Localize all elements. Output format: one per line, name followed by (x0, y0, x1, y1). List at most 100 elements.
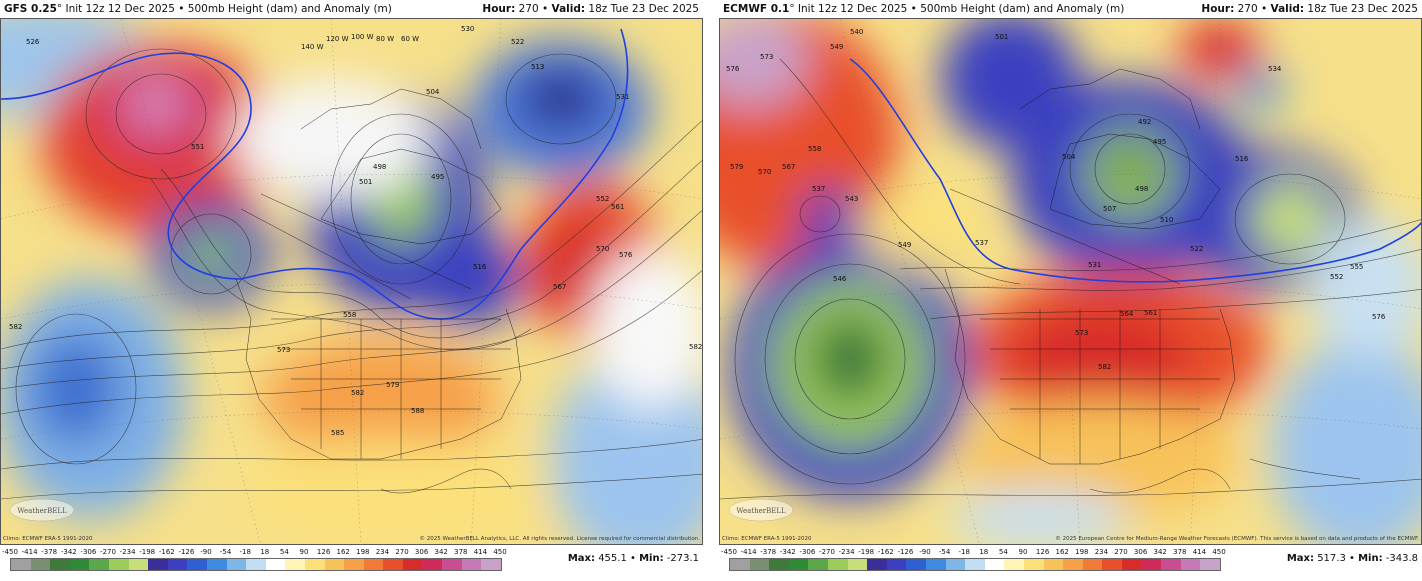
ecmwf-stats: Max: 517.3 • Min: -343.8 (1287, 553, 1418, 564)
colorbar-tick-label: -126 (178, 548, 195, 556)
colorbar-tick-label: 378 (454, 548, 468, 556)
colorbar-tick-label: 306 (1133, 548, 1148, 556)
ecmwf-contour-label: 552 (1330, 273, 1343, 281)
colorbar-swatch (422, 559, 443, 570)
gfs-min-value: -273.1 (663, 553, 699, 564)
ecmwf-valid-label: Valid: (1270, 3, 1305, 15)
ecmwf-contour-label: 540 (850, 28, 863, 36)
gfs-valid-time: Hour: 270 • Valid: 18z Tue 23 Dec 2025 (482, 0, 699, 18)
colorbar-tick-label: 414 (1192, 548, 1207, 556)
colorbar-tick-label: 378 (1173, 548, 1187, 556)
gfs-lon-label: 60 W (401, 35, 419, 43)
gfs-lon-label: 120 W (326, 35, 349, 43)
gfs-contour-label: 567 (553, 283, 566, 291)
ecmwf-contour-label: 546 (833, 275, 847, 283)
colorbar-swatch (965, 559, 985, 570)
gfs-contour-label: 516 (473, 263, 487, 271)
ecmwf-contour-label: 498 (1135, 185, 1148, 193)
gfs-map-svg: 526 530 522 513 531 551 504 501 498 495 … (1, 19, 702, 544)
gfs-contour-label: 498 (373, 163, 386, 171)
ecmwf-map: 576 573 579 570 567 558 549 540 537 543 … (719, 18, 1422, 545)
gfs-contour-label: 582 (351, 389, 364, 397)
colorbar-tick-label: -342 (60, 548, 77, 556)
colorbar-tick-label: -450 (2, 548, 18, 556)
colorbar-swatch (945, 559, 966, 570)
gfs-max-label: Max: (567, 553, 596, 564)
gfs-contour-label: 570 (596, 245, 609, 253)
colorbar-swatch (148, 559, 168, 570)
gfs-lon-label: 80 W (376, 35, 394, 43)
colorbar-tick-label: -234 (119, 548, 136, 556)
colorbar-tick-label: 126 (1035, 548, 1050, 556)
colorbar-tick-label: 162 (336, 548, 350, 556)
ecmwf-contour-label: 534 (1268, 65, 1282, 73)
colorbar-tick-label: 234 (1094, 548, 1109, 556)
colorbar-tick-label: 18 (260, 548, 270, 556)
colorbar-tick-label: -306 (799, 548, 816, 556)
colorbar-tick-label: -90 (200, 548, 212, 556)
ecmwf-contour-label: 558 (808, 145, 821, 153)
gfs-lon-label: 100 W (351, 33, 374, 41)
ecmwf-title-bar: ECMWF 0.1° Init 12z 12 Dec 2025 • 500mb … (719, 0, 1422, 18)
gfs-panel: GFS 0.25° Init 12z 12 Dec 2025 • 500mb H… (0, 0, 703, 581)
ecmwf-footer: Climo: ECMWF ERA-5 1991-2020 © 2025 Euro… (719, 534, 1422, 545)
ecmwf-contour-label: 570 (758, 168, 771, 176)
ecmwf-map-svg: 576 573 579 570 567 558 549 540 537 543 … (720, 19, 1421, 544)
ecmwf-contour-label: 543 (845, 195, 858, 203)
colorbar-swatch (1102, 559, 1122, 570)
gfs-contour-label: 513 (531, 63, 544, 71)
ecmwf-climo-note: Climo: ECMWF ERA-5 1991-2020 (722, 536, 812, 542)
ecmwf-title-rest: ° Init 12z 12 Dec 2025 • 500mb Height (d… (789, 3, 1125, 15)
gfs-title-bar: GFS 0.25° Init 12z 12 Dec 2025 • 500mb H… (0, 0, 703, 18)
gfs-title-rest: ° Init 12z 12 Dec 2025 • 500mb Height (d… (56, 3, 392, 15)
colorbar-swatch (1200, 559, 1220, 570)
gfs-valid-label: Valid: (551, 3, 586, 15)
ecmwf-hour-value: 270 • (1234, 3, 1271, 15)
colorbar-tick-label: 90 (299, 548, 309, 556)
ecmwf-contour-label: 504 (1062, 153, 1076, 161)
colorbar-tick-label: 414 (473, 548, 488, 556)
ecmwf-copyright: © 2025 European Centre for Medium-Range … (1055, 536, 1419, 542)
colorbar-tick-label: -18 (239, 548, 251, 556)
colorbar-tick-label: 270 (1114, 548, 1128, 556)
colorbar-swatch (984, 559, 1005, 570)
ecmwf-contour-label: 549 (898, 241, 911, 249)
colorbar-tick-label: -198 (858, 548, 875, 556)
colorbar-swatch (1043, 559, 1064, 570)
colorbar-swatch (167, 559, 188, 570)
ecmwf-contour-label: 510 (1160, 216, 1173, 224)
gfs-hour-value: 270 • (515, 3, 552, 15)
gfs-contour-label: 522 (511, 38, 524, 46)
colorbar-tick-label: -378 (760, 548, 777, 556)
ecmwf-contour-label: 564 (1120, 310, 1134, 318)
colorbar-tick-label: 198 (1075, 548, 1089, 556)
colorbar-swatch (827, 559, 848, 570)
colorbar-swatch (363, 559, 384, 570)
colorbar-swatch (808, 559, 828, 570)
colorbar-tick-label: -270 (819, 548, 835, 556)
gfs-contour-label: 561 (611, 203, 624, 211)
colorbar-tick-label: -450 (721, 548, 737, 556)
colorbar-tick-label: 270 (395, 548, 409, 556)
colorbar-tick-label: -18 (958, 548, 970, 556)
colorbar-tick-label: 450 (1212, 548, 1226, 556)
ecmwf-contour-labels: 576 573 579 570 567 558 549 540 537 543 … (726, 28, 1386, 371)
colorbar-swatch (226, 559, 247, 570)
colorbar-swatch (187, 559, 207, 570)
gfs-colorbar-labels: -450 -414 -378 -342 -306 -270 -234 -198 -162 -126… (2, 548, 524, 558)
ecmwf-min-label: Min: (1358, 553, 1383, 564)
ecmwf-hour-label: Hour: (1201, 3, 1235, 15)
colorbar-tick-label: 342 (1153, 548, 1167, 556)
ecmwf-contour-label: 567 (782, 163, 795, 171)
colorbar-tick-label: -162 (877, 548, 894, 556)
gfs-lon-label: 140 W (301, 43, 324, 51)
gfs-hour-label: Hour: (482, 3, 516, 15)
colorbar-swatch (730, 559, 750, 570)
colorbar-swatch (246, 559, 266, 570)
colorbar-swatch (30, 559, 51, 570)
colorbar-tick-label: -414 (21, 548, 38, 556)
colorbar-swatch (1141, 559, 1162, 570)
gfs-contour-label: 579 (386, 381, 399, 389)
colorbar-tick-label: 90 (1018, 548, 1028, 556)
weatherbell-logo: WeatherBELL (728, 498, 794, 522)
